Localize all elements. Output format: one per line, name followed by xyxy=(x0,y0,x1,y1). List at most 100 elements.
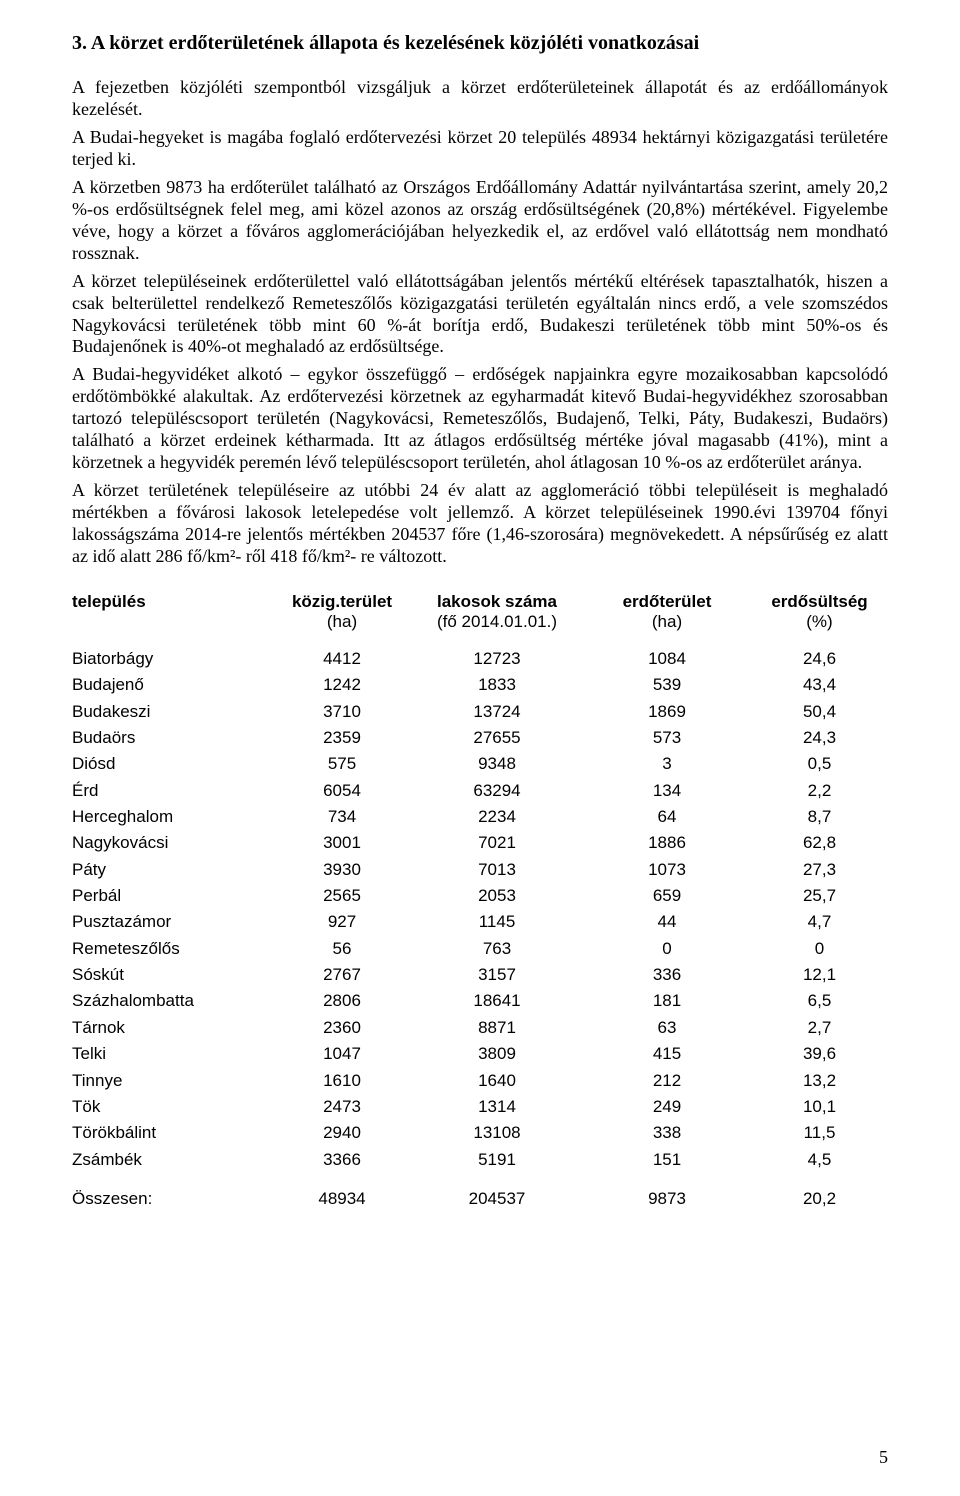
paragraph: A Budai-hegyvidéket alkotó – egykor össz… xyxy=(72,364,888,474)
table-row: Perbál2565205365925,7 xyxy=(72,883,888,909)
cell-forest: 63 xyxy=(582,1015,752,1041)
cell-name: Pusztazámor xyxy=(72,909,272,935)
col-header-area: közig.terület xyxy=(272,592,412,612)
cell-forest: 212 xyxy=(582,1068,752,1094)
cell-pop: 2234 xyxy=(412,804,582,830)
cell-forest: 64 xyxy=(582,804,752,830)
cell-area: 6054 xyxy=(272,778,412,804)
settlement-table: település közig.terület lakosok száma er… xyxy=(72,592,888,1209)
cell-pop: 12723 xyxy=(412,646,582,672)
cell-area: 927 xyxy=(272,909,412,935)
col-header-pop: lakosok száma xyxy=(412,592,582,612)
cell-name: Biatorbágy xyxy=(72,646,272,672)
table-header-row: település közig.terület lakosok száma er… xyxy=(72,592,888,612)
cell-name: Sóskút xyxy=(72,962,272,988)
cell-area: 1610 xyxy=(272,1068,412,1094)
cell-pct: 13,2 xyxy=(752,1068,887,1094)
table-row: Érd6054632941342,2 xyxy=(72,778,888,804)
col-subheader-blank xyxy=(72,612,272,632)
table-row: Zsámbék336651911514,5 xyxy=(72,1147,888,1173)
cell-forest: 1869 xyxy=(582,699,752,725)
cell-pop: 18641 xyxy=(412,988,582,1014)
cell-pop: 2053 xyxy=(412,883,582,909)
cell-area: 2767 xyxy=(272,962,412,988)
cell-name: Herceghalom xyxy=(72,804,272,830)
cell-area: 3366 xyxy=(272,1147,412,1173)
cell-area: 4412 xyxy=(272,646,412,672)
cell-pct: 11,5 xyxy=(752,1120,887,1146)
cell-pop: 1833 xyxy=(412,672,582,698)
table-row: Sóskút2767315733612,1 xyxy=(72,962,888,988)
cell-pop: 13108 xyxy=(412,1120,582,1146)
cell-name: Zsámbék xyxy=(72,1147,272,1173)
table-row: Pusztazámor9271145444,7 xyxy=(72,909,888,935)
cell-pop: 13724 xyxy=(412,699,582,725)
cell-name: Páty xyxy=(72,857,272,883)
cell-area: 1242 xyxy=(272,672,412,698)
col-subheader-area: (ha) xyxy=(272,612,412,632)
cell-forest: 539 xyxy=(582,672,752,698)
table-row: Tárnok23608871632,7 xyxy=(72,1015,888,1041)
table-row: Nagykovácsi30017021188662,8 xyxy=(72,830,888,856)
cell-area: 56 xyxy=(272,936,412,962)
cell-area: 2473 xyxy=(272,1094,412,1120)
cell-pop: 1145 xyxy=(412,909,582,935)
table-row: Budajenő1242183353943,4 xyxy=(72,672,888,698)
page-number: 5 xyxy=(879,1447,888,1468)
cell-name: Budaörs xyxy=(72,725,272,751)
paragraph: A körzetben 9873 ha erdőterület találhat… xyxy=(72,177,888,265)
cell-pop: 763 xyxy=(412,936,582,962)
cell-forest: 338 xyxy=(582,1120,752,1146)
cell-name: Perbál xyxy=(72,883,272,909)
cell-pop: 5191 xyxy=(412,1147,582,1173)
table-row: Telki1047380941539,6 xyxy=(72,1041,888,1067)
footer-pct: 20,2 xyxy=(752,1189,887,1209)
cell-area: 2359 xyxy=(272,725,412,751)
cell-pct: 8,7 xyxy=(752,804,887,830)
col-subheader-forest: (ha) xyxy=(582,612,752,632)
table-row: Budakeszi371013724186950,4 xyxy=(72,699,888,725)
cell-pct: 25,7 xyxy=(752,883,887,909)
cell-pop: 3809 xyxy=(412,1041,582,1067)
cell-forest: 181 xyxy=(582,988,752,1014)
cell-name: Százhalombatta xyxy=(72,988,272,1014)
table-row: Remeteszőlős5676300 xyxy=(72,936,888,962)
cell-pop: 1640 xyxy=(412,1068,582,1094)
col-header-name: település xyxy=(72,592,272,612)
document-page: 3. A körzet erdőterületének állapota és … xyxy=(0,0,960,1496)
cell-forest: 0 xyxy=(582,936,752,962)
cell-pop: 7021 xyxy=(412,830,582,856)
paragraph: A Budai-hegyeket is magába foglaló erdőt… xyxy=(72,127,888,171)
cell-pct: 0 xyxy=(752,936,887,962)
cell-pct: 12,1 xyxy=(752,962,887,988)
cell-name: Tök xyxy=(72,1094,272,1120)
cell-forest: 415 xyxy=(582,1041,752,1067)
cell-area: 2360 xyxy=(272,1015,412,1041)
col-header-forest: erdőterület xyxy=(582,592,752,612)
cell-pop: 63294 xyxy=(412,778,582,804)
cell-forest: 44 xyxy=(582,909,752,935)
cell-name: Remeteszőlős xyxy=(72,936,272,962)
table-row: Tinnye1610164021213,2 xyxy=(72,1068,888,1094)
cell-pop: 27655 xyxy=(412,725,582,751)
cell-forest: 1886 xyxy=(582,830,752,856)
cell-pop: 3157 xyxy=(412,962,582,988)
table-body: Biatorbágy441212723108424,6Budajenő12421… xyxy=(72,646,888,1173)
cell-forest: 134 xyxy=(582,778,752,804)
cell-pop: 8871 xyxy=(412,1015,582,1041)
cell-area: 2940 xyxy=(272,1120,412,1146)
footer-area: 48934 xyxy=(272,1189,412,1209)
paragraph: A körzet területének településeire az ut… xyxy=(72,480,888,568)
cell-name: Budajenő xyxy=(72,672,272,698)
cell-forest: 573 xyxy=(582,725,752,751)
cell-name: Budakeszi xyxy=(72,699,272,725)
cell-pct: 39,6 xyxy=(752,1041,887,1067)
table-subheader-row: (ha) (fő 2014.01.01.) (ha) (%) xyxy=(72,612,888,632)
footer-label: Összesen: xyxy=(72,1189,272,1209)
cell-area: 575 xyxy=(272,751,412,777)
table-row: Százhalombatta2806186411816,5 xyxy=(72,988,888,1014)
cell-pct: 10,1 xyxy=(752,1094,887,1120)
cell-area: 3930 xyxy=(272,857,412,883)
cell-name: Törökbálint xyxy=(72,1120,272,1146)
cell-name: Nagykovácsi xyxy=(72,830,272,856)
